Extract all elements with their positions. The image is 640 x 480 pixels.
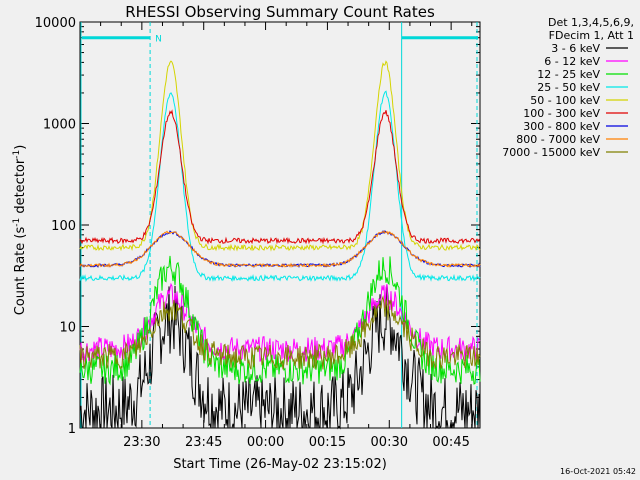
y-tick-label: 100 [51,219,76,234]
series-line [79,230,481,268]
svg-text:Count Rate (s-1 detector-1): Count Rate (s-1 detector-1) [12,145,28,316]
x-tick-label: 00:00 [247,435,284,450]
plot-area: 1 10 100 1000 10000 23:30 23:45 00:00 00:15 00:30… [35,16,481,450]
legend-entry-label: 25 - 50 keV [537,81,600,94]
x-tick-label: 23:45 [185,435,222,450]
series-line [79,109,481,245]
chart-title: RHESSI Observing Summary Count Rates [125,3,435,21]
x-tick-label: 00:30 [371,435,408,450]
timestamp: 16-Oct-2021 05:42 [560,467,636,476]
series-line [79,90,481,283]
y-tick-label: 1 [68,422,76,437]
x-tick-label: 00:15 [309,435,346,450]
legend-entry-label: 3 - 6 keV [551,42,600,55]
legend-header-2: FDecim 1, Att 1 [549,29,634,42]
series-line [79,60,481,252]
y-tick-label: 1000 [43,118,76,133]
y-tick-label: 10 [59,321,76,336]
legend-entry-label: 300 - 800 keV [523,120,600,133]
series-line [79,282,481,362]
legend-entry-label: 50 - 100 keV [530,94,600,107]
legend-entry-label: 7000 - 15000 keV [502,146,600,159]
x-tick-label: 00:45 [432,435,469,450]
legend-entry-label: 800 - 7000 keV [516,133,600,146]
y-axis-label: Count Rate (s-1 detector-1) [12,145,28,316]
x-axis-label: Start Time (26-May-02 23:15:02) [173,457,387,472]
series-line [79,295,481,370]
series-line [79,284,481,430]
legend-header-1: Det 1,3,4,5,6,9, [548,16,634,29]
night-label: N [155,35,162,45]
legend-entry-label: 100 - 300 keV [523,107,600,120]
legend-entry-label: 12 - 25 keV [537,68,600,81]
series-line [79,255,481,386]
series-line [79,229,481,269]
y-tick-label: 10000 [35,16,76,31]
x-tick-label: 23:30 [123,435,160,450]
legend-entry-label: 6 - 12 keV [544,55,600,68]
